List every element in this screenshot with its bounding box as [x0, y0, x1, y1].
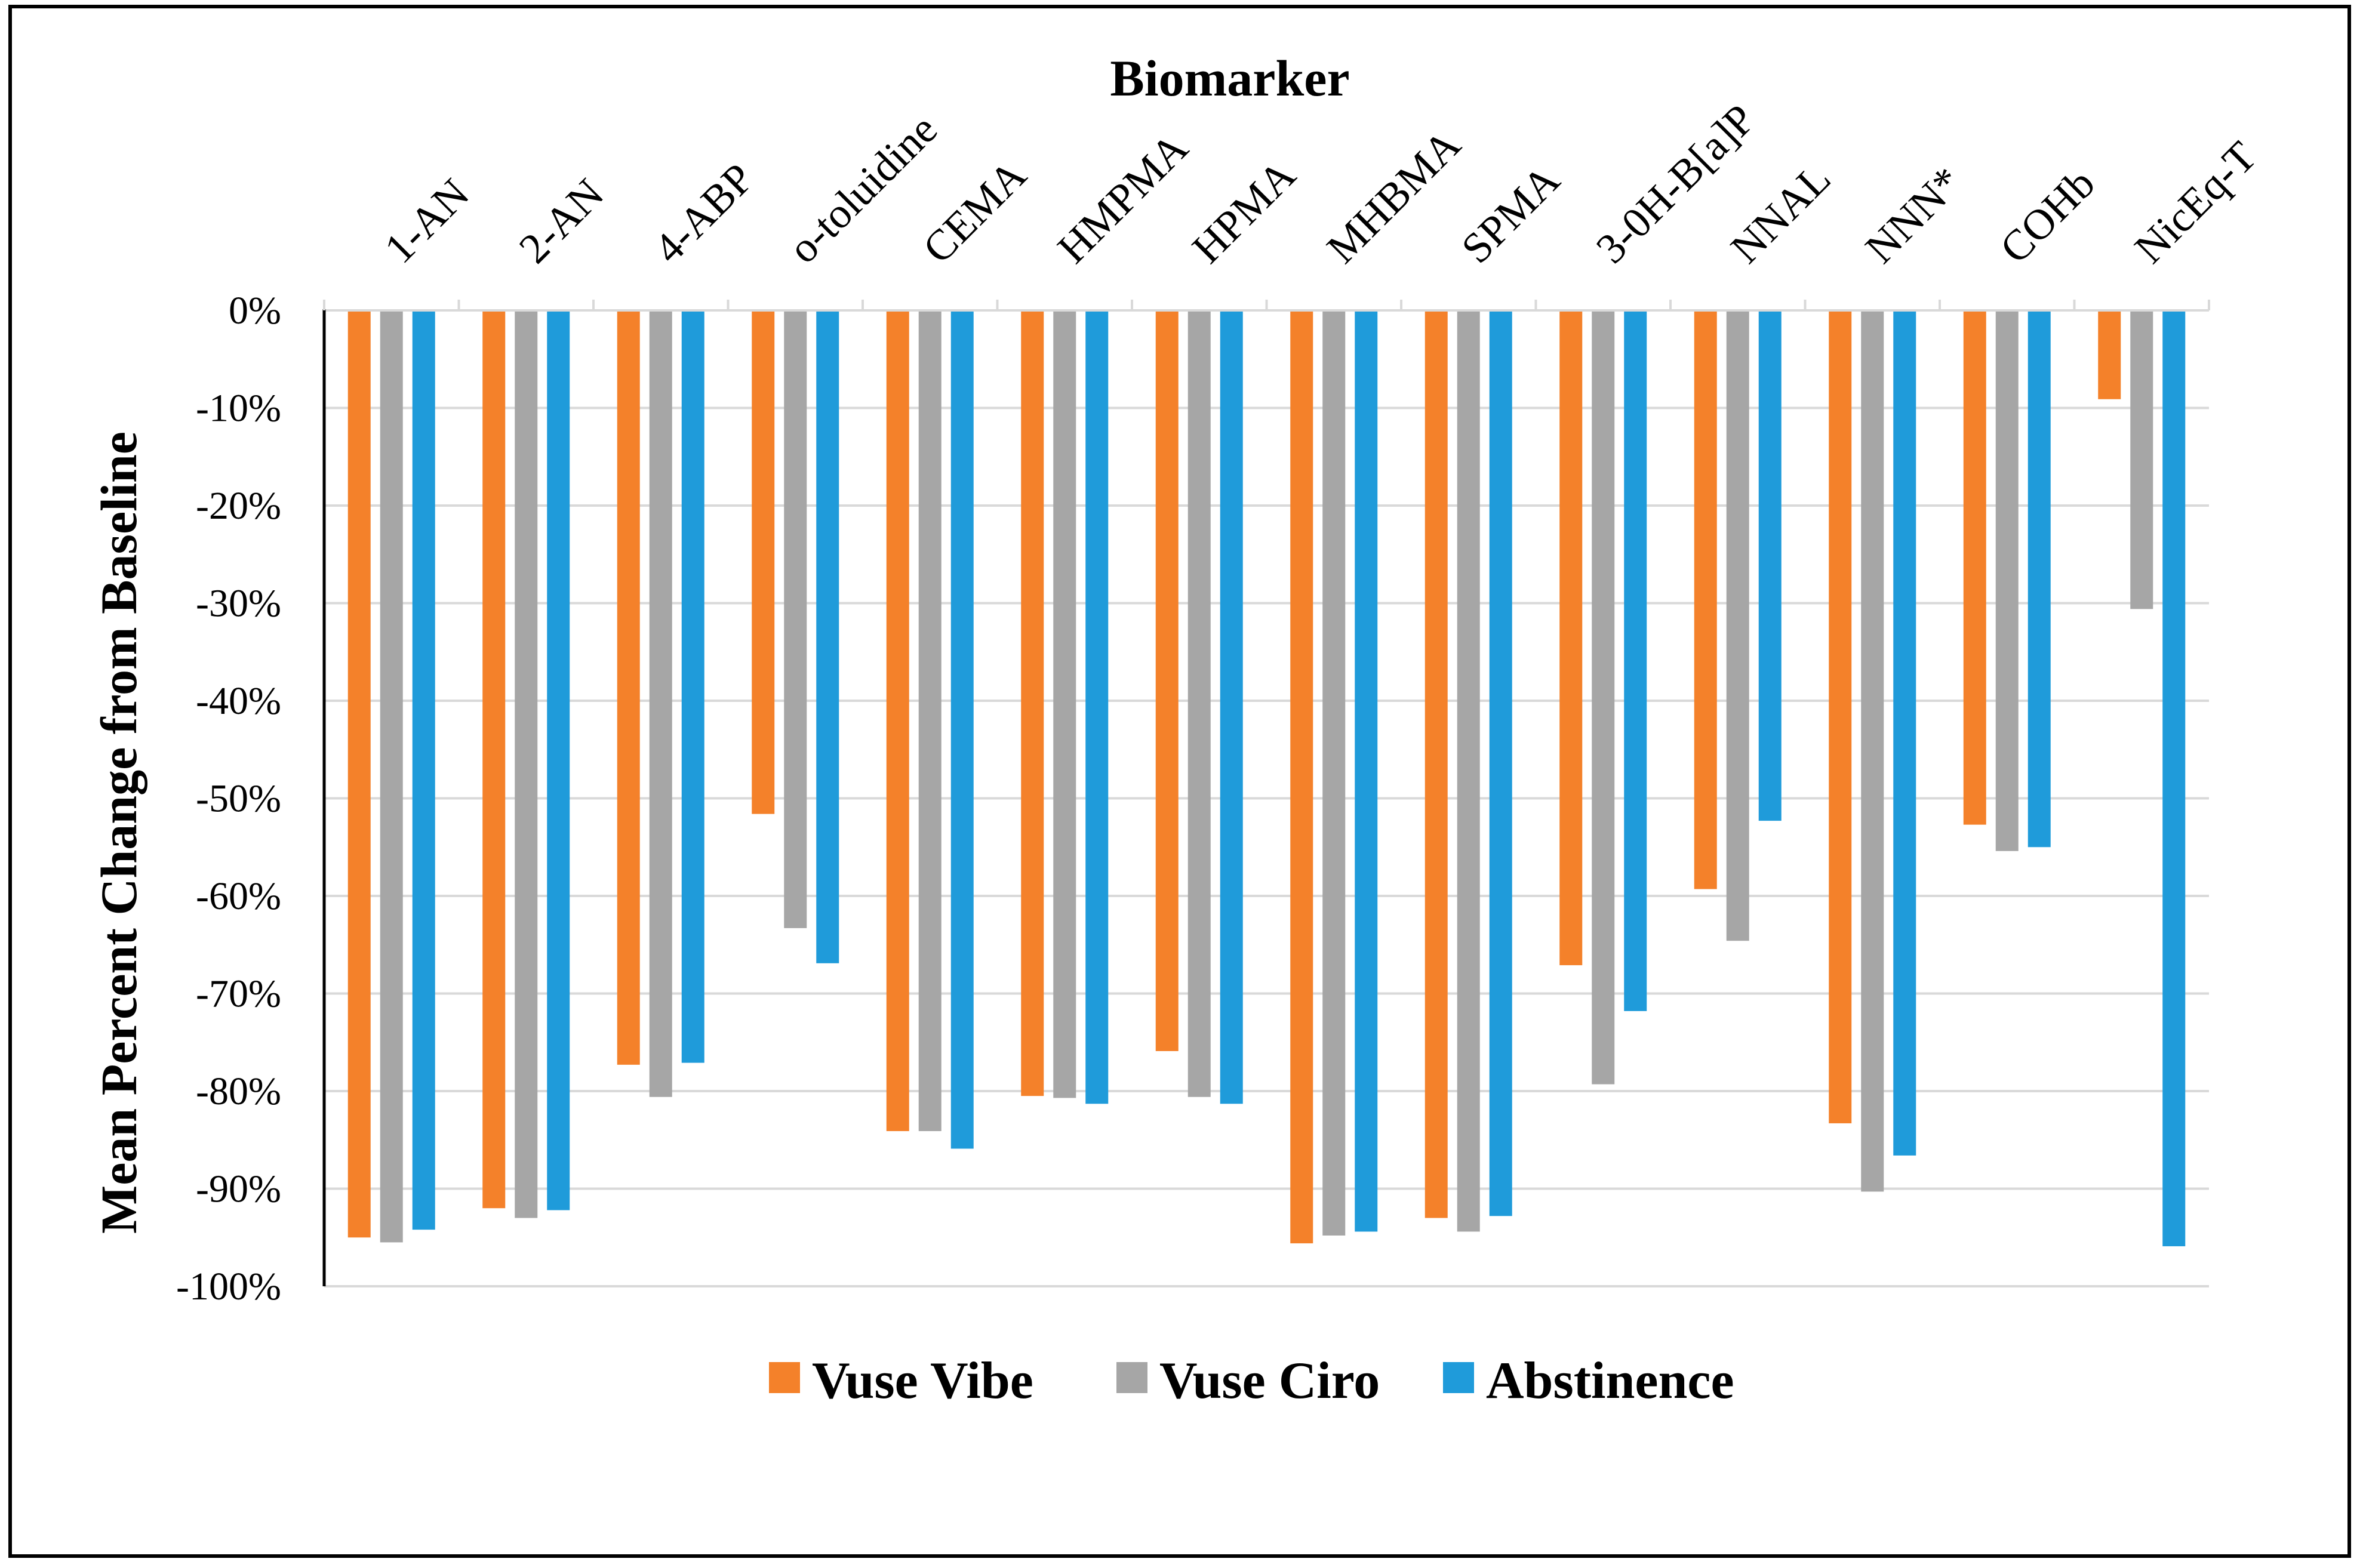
bar-vuse-vibe-13: [2098, 310, 2121, 399]
bar-vuse-vibe-6: [1155, 310, 1179, 1051]
bar-vuse-vibe-5: [1021, 310, 1044, 1096]
legend-swatch: [1116, 1362, 1147, 1393]
bar-vuse-ciro-0: [380, 310, 403, 1243]
bars: [347, 310, 2186, 1246]
legend-label: Vuse Ciro: [1159, 1352, 1380, 1410]
legend-swatch: [769, 1362, 800, 1393]
bar-vuse-vibe-3: [752, 310, 775, 814]
y-tick-label: -10%: [196, 387, 281, 430]
bar-vuse-ciro-7: [1322, 310, 1346, 1236]
bar-abstinence-10: [1758, 310, 1782, 821]
y-axis-title: Mean Percent Change from Baseline: [90, 432, 147, 1234]
category-label: 4-ABP: [644, 154, 762, 272]
bar-abstinence-2: [681, 310, 704, 1063]
bar-vuse-ciro-4: [918, 310, 942, 1132]
bar-vuse-vibe-12: [1963, 310, 1986, 825]
bar-vuse-ciro-13: [2130, 310, 2153, 609]
bar-vuse-ciro-3: [784, 310, 807, 928]
bar-vuse-ciro-10: [1726, 310, 1749, 941]
category-label: HMPMA: [1048, 124, 1197, 272]
bar-abstinence-0: [412, 310, 435, 1230]
bar-vuse-vibe-8: [1424, 310, 1448, 1218]
y-tick-label: -80%: [196, 1070, 281, 1113]
legend-swatch: [1443, 1362, 1474, 1393]
bar-vuse-ciro-12: [1995, 310, 2019, 851]
category-label: 2-AN: [510, 170, 613, 273]
y-tick-label: -20%: [196, 484, 281, 528]
x-axis-title: Biomarker: [1110, 50, 1349, 107]
bar-abstinence-11: [1893, 310, 1916, 1156]
category-label: SPMA: [1452, 156, 1568, 272]
bar-abstinence-3: [816, 310, 839, 963]
y-tick-label: -70%: [196, 972, 281, 1016]
y-tick-label: -30%: [196, 582, 281, 626]
bar-abstinence-1: [547, 310, 570, 1210]
bar-abstinence-6: [1220, 310, 1243, 1104]
bar-abstinence-12: [2027, 310, 2051, 848]
legend-label: Abstinence: [1486, 1352, 1734, 1410]
category-label: NNN*: [1856, 158, 1971, 272]
category-label: CEMA: [913, 151, 1035, 273]
y-tick-labels: 0% -10% -20% -30% -40% -50% -60% -70% -80% -90% -1…: [176, 289, 281, 1308]
bar-vuse-vibe-2: [617, 310, 640, 1065]
bar-vuse-ciro-9: [1592, 310, 1615, 1085]
bar-abstinence-9: [1624, 310, 1647, 1011]
bar-vuse-vibe-11: [1829, 310, 1852, 1123]
bar-vuse-vibe-0: [347, 310, 371, 1238]
category-label: 1-AN: [375, 170, 478, 273]
axes: [322, 300, 2210, 1286]
category-label: MHBMA: [1318, 121, 1470, 273]
category-label: HPMA: [1183, 151, 1304, 273]
category-label: COHb: [1990, 159, 2104, 273]
category-label: o-toluidine: [779, 105, 946, 272]
bar-vuse-vibe-10: [1694, 310, 1717, 889]
bar-vuse-vibe-9: [1559, 310, 1583, 966]
bar-abstinence-13: [2162, 310, 2186, 1246]
bar-vuse-ciro-1: [515, 310, 538, 1218]
bar-abstinence-7: [1355, 310, 1378, 1232]
bar-vuse-ciro-6: [1187, 310, 1211, 1097]
y-tick-label: -40%: [196, 679, 281, 723]
bar-vuse-ciro-2: [649, 310, 672, 1097]
y-tick-label: 0%: [229, 289, 281, 332]
bar-abstinence-4: [950, 310, 974, 1149]
legend-label: Vuse Vibe: [812, 1352, 1033, 1410]
y-tick-label: -90%: [196, 1167, 281, 1211]
bar-vuse-vibe-7: [1290, 310, 1313, 1244]
bar-vuse-ciro-5: [1053, 310, 1076, 1098]
y-tick-label: -100%: [176, 1265, 281, 1308]
y-tick-label: -60%: [196, 874, 281, 918]
bar-abstinence-8: [1489, 310, 1512, 1216]
y-tick-label: -50%: [196, 777, 281, 821]
bar-vuse-vibe-1: [482, 310, 506, 1209]
bar-vuse-vibe-4: [886, 310, 909, 1132]
category-label: NicEq-T: [2125, 133, 2266, 273]
bar-vuse-ciro-8: [1457, 310, 1480, 1232]
bar-vuse-ciro-11: [1861, 310, 1884, 1192]
bar-abstinence-5: [1085, 310, 1109, 1104]
gridlines: [324, 406, 2209, 1287]
legend: Vuse Vibe Vuse Ciro Abstinence: [769, 1352, 1734, 1410]
category-label: NNAL: [1721, 154, 1839, 272]
